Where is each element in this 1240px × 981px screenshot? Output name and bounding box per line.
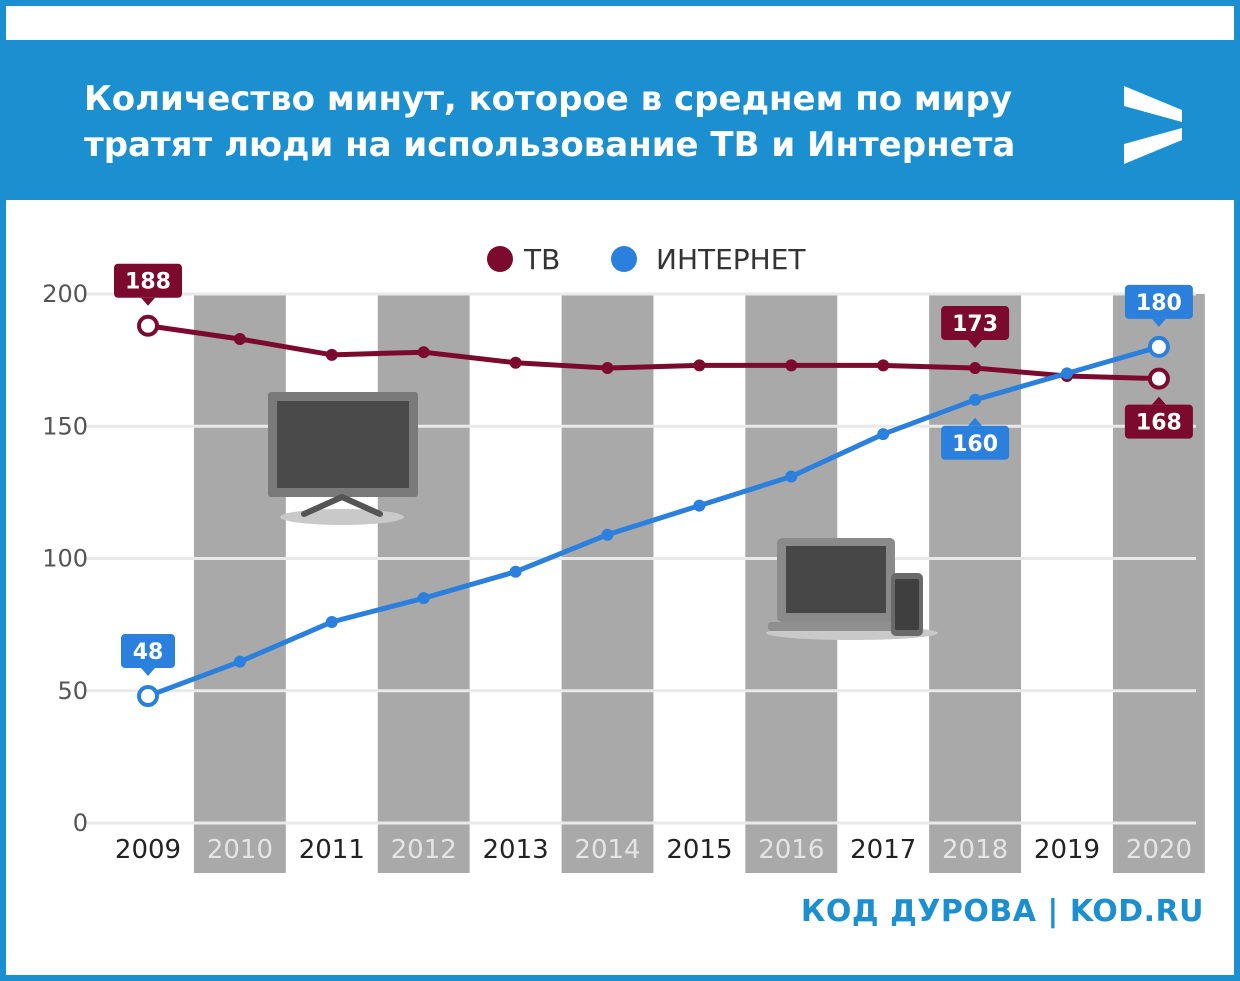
chart: 0 50 100 150 200 2009 2010 2011 2012 2013 2014 2015… bbox=[42, 243, 1205, 873]
x-tick-label: 2009 bbox=[115, 835, 181, 865]
series-tv bbox=[137, 314, 1170, 390]
data-point bbox=[601, 528, 614, 541]
x-tick-label: 2013 bbox=[483, 835, 549, 865]
background-column bbox=[1112, 294, 1205, 873]
y-tick-label: 50 bbox=[57, 677, 88, 705]
y-tick-label: 150 bbox=[42, 412, 88, 440]
x-tick-label: 2010 bbox=[207, 835, 273, 865]
data-label-text: 168 bbox=[1136, 411, 1182, 436]
legend-label: ИНТЕРНЕТ bbox=[656, 243, 806, 276]
background-columns bbox=[193, 294, 1205, 873]
data-point bbox=[969, 393, 982, 406]
data-label: 160 bbox=[941, 417, 1010, 460]
data-point bbox=[233, 655, 246, 668]
y-tick-label: 200 bbox=[42, 280, 88, 308]
data-point bbox=[785, 359, 798, 372]
data-point bbox=[325, 348, 338, 361]
x-tick-label: 2019 bbox=[1034, 835, 1100, 865]
series-line bbox=[147, 323, 1159, 382]
legend: ТВ ИНТЕРНЕТ bbox=[487, 243, 806, 276]
y-axis-ticks: 0 50 100 150 200 bbox=[42, 280, 88, 837]
y-tick-label: 100 bbox=[42, 545, 88, 573]
data-point bbox=[877, 359, 890, 372]
data-label-text: 160 bbox=[952, 432, 998, 457]
x-tick-label: 2012 bbox=[391, 835, 457, 865]
x-tick-label: 2018 bbox=[942, 835, 1008, 865]
laptop-phone-icon bbox=[766, 538, 938, 640]
data-label-text: 48 bbox=[133, 640, 164, 665]
background-column bbox=[561, 294, 654, 873]
data-label: 180 bbox=[1124, 284, 1193, 327]
background-column bbox=[193, 294, 286, 873]
x-tick-label: 2015 bbox=[666, 835, 732, 865]
legend-label: ТВ bbox=[523, 243, 560, 276]
tv-icon bbox=[268, 392, 418, 525]
data-label-text: 180 bbox=[1136, 291, 1182, 316]
data-point bbox=[137, 685, 159, 708]
data-point bbox=[693, 359, 706, 372]
background-column bbox=[929, 294, 1022, 873]
data-labels: 188 173 168 48 160 180 bbox=[114, 263, 1193, 677]
data-point bbox=[1147, 367, 1170, 390]
data-point bbox=[417, 592, 430, 605]
data-label: 188 bbox=[114, 263, 182, 306]
data-point bbox=[1061, 367, 1073, 380]
top-band bbox=[6, 6, 1234, 40]
data-label-text: 188 bbox=[125, 270, 171, 295]
legend-marker bbox=[487, 246, 513, 272]
x-axis-ticks: 2009 2010 2011 2012 2013 2014 2015 2016 2017 2018… bbox=[115, 835, 1192, 865]
x-tick-label: 2014 bbox=[574, 835, 640, 865]
data-point bbox=[969, 362, 982, 375]
data-point bbox=[509, 356, 522, 369]
x-tick-label: 2016 bbox=[758, 835, 824, 865]
x-tick-label: 2017 bbox=[850, 835, 916, 865]
chart-title: Количество минут, которое в среднем по м… bbox=[84, 79, 1016, 165]
data-point bbox=[233, 332, 246, 345]
footer-credit: КОД ДУРОВА | KOD.RU bbox=[800, 894, 1204, 929]
data-point bbox=[1147, 335, 1170, 358]
x-tick-label: 2011 bbox=[299, 835, 365, 865]
data-point bbox=[693, 499, 706, 512]
data-label: 48 bbox=[121, 634, 175, 677]
series-internet bbox=[137, 335, 1170, 708]
data-label: 173 bbox=[941, 306, 1010, 349]
chevron-right-logo-icon bbox=[1124, 86, 1182, 164]
data-point bbox=[417, 346, 430, 359]
data-label: 168 bbox=[1124, 396, 1193, 439]
x-tick-label: 2020 bbox=[1126, 835, 1192, 865]
series-line bbox=[147, 344, 1160, 699]
header-banner: Количество минут, которое в среднем по м… bbox=[6, 40, 1234, 200]
data-point bbox=[877, 428, 890, 441]
data-point bbox=[137, 314, 159, 337]
data-point bbox=[601, 362, 614, 375]
data-label-text: 173 bbox=[952, 312, 998, 337]
data-point bbox=[325, 615, 338, 628]
legend-marker bbox=[611, 246, 637, 272]
y-tick-label: 0 bbox=[73, 809, 88, 837]
background-column bbox=[377, 294, 470, 873]
data-point bbox=[785, 470, 798, 483]
data-point bbox=[509, 565, 522, 578]
